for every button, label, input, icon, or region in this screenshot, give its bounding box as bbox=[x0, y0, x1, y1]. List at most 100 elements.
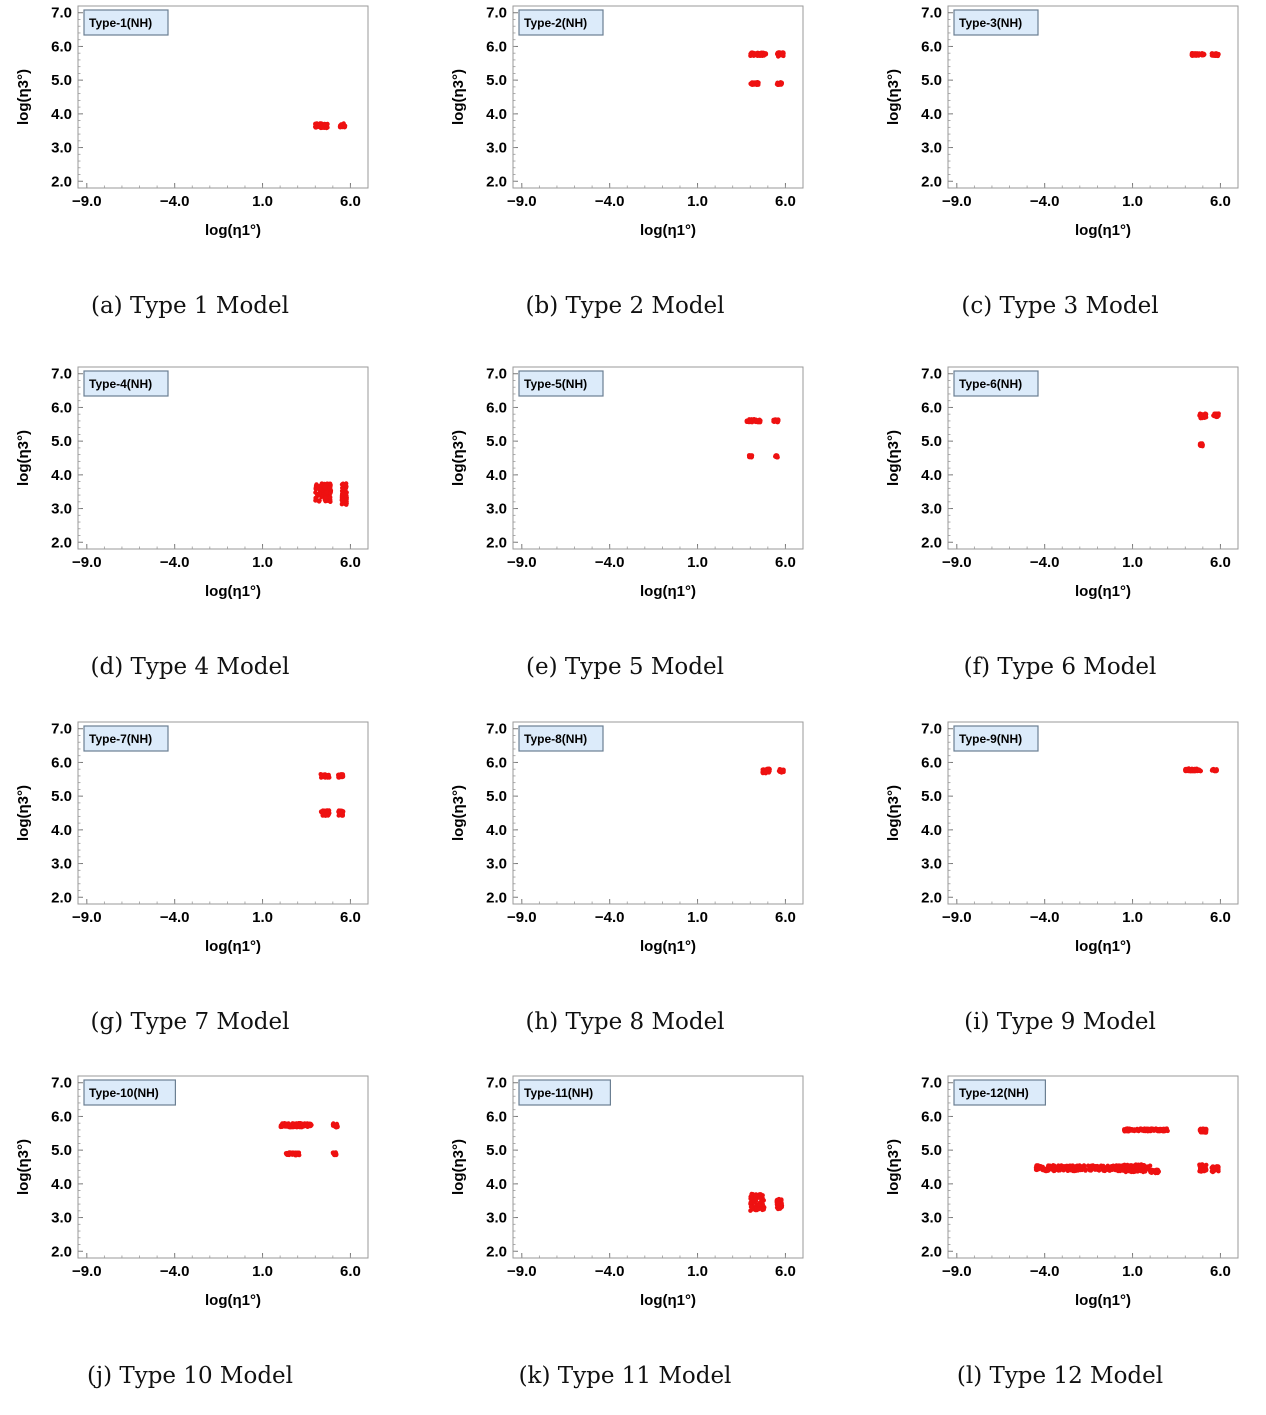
subfigure-caption: (l) Type 12 Model bbox=[956, 1363, 1164, 1389]
data-point bbox=[317, 491, 322, 496]
data-point bbox=[748, 1204, 754, 1210]
scatter-plot: −9.0 −4.0 1.0 6.0 2.0 3.0 4.0 5.0 6.0 7.0 log(η1°)… bbox=[15, 366, 369, 600]
data-point bbox=[1096, 1168, 1102, 1173]
plot-frame bbox=[77, 1075, 369, 1259]
data-point bbox=[314, 121, 320, 126]
x-tick-label: 6.0 bbox=[1210, 909, 1231, 926]
data-point bbox=[753, 419, 759, 425]
data-point bbox=[775, 418, 781, 424]
legend-box bbox=[518, 9, 604, 36]
scatter-plot: −9.0 −4.0 1.0 6.0 2.0 3.0 4.0 5.0 6.0 7.0 log(η1°)… bbox=[450, 366, 804, 600]
chart-panel: −9.0 −4.0 1.0 6.0 2.0 3.0 4.0 5.0 6.0 7.0 log(η1°)… bbox=[870, 361, 1250, 706]
y-axis-label: log(η3°) bbox=[15, 1139, 32, 1195]
data-point bbox=[749, 80, 754, 86]
y-tick-label: 5.0 bbox=[486, 433, 507, 450]
legend-box bbox=[953, 1079, 1047, 1106]
legend-label: Type-6(NH) bbox=[959, 377, 1022, 391]
data-point bbox=[303, 1123, 308, 1128]
y-tick-label: 4.0 bbox=[486, 106, 507, 123]
data-point bbox=[1147, 1163, 1153, 1168]
x-tick-label: −4.0 bbox=[595, 1263, 625, 1280]
chart-panel: −9.0 −4.0 1.0 6.0 2.0 3.0 4.0 5.0 6.0 7.0 log(η1°)… bbox=[870, 716, 1250, 1061]
data-points bbox=[1197, 411, 1221, 449]
data-point bbox=[1214, 767, 1219, 772]
data-point bbox=[1047, 1165, 1053, 1170]
y-tick-label: 7.0 bbox=[921, 366, 942, 383]
data-point bbox=[338, 124, 343, 130]
data-point bbox=[280, 1121, 285, 1126]
x-tick-label: 1.0 bbox=[252, 554, 273, 571]
data-point bbox=[1192, 769, 1197, 774]
data-point bbox=[1094, 1165, 1099, 1170]
subfigure-caption: (a) Type 1 Model bbox=[91, 293, 289, 319]
y-axis-label: log(η3°) bbox=[15, 430, 32, 486]
data-points bbox=[318, 772, 346, 818]
data-point bbox=[341, 492, 346, 497]
legend-label: Type-1(NH) bbox=[89, 16, 152, 30]
y-tick-label: 3.0 bbox=[486, 501, 507, 518]
x-tick-label: −9.0 bbox=[507, 554, 537, 571]
y-tick-label: 3.0 bbox=[51, 1210, 72, 1227]
data-point bbox=[316, 499, 322, 504]
data-points bbox=[313, 121, 348, 131]
data-point bbox=[1203, 414, 1208, 420]
y-tick-label: 2.0 bbox=[921, 1243, 942, 1260]
data-points bbox=[313, 481, 349, 507]
y-tick-label: 2.0 bbox=[486, 889, 507, 906]
data-point bbox=[1161, 1126, 1166, 1131]
x-tick-label: −9.0 bbox=[72, 909, 102, 926]
data-points bbox=[1183, 766, 1219, 774]
y-tick-label: 3.0 bbox=[486, 1210, 507, 1227]
data-point bbox=[1126, 1168, 1131, 1174]
data-point bbox=[1132, 1127, 1137, 1132]
data-point bbox=[1110, 1167, 1115, 1172]
x-tick-label: 6.0 bbox=[1210, 193, 1231, 210]
y-tick-label: 5.0 bbox=[921, 72, 942, 89]
data-point bbox=[1051, 1167, 1056, 1172]
subfigure-caption: (d) Type 4 Model bbox=[90, 654, 290, 680]
data-point bbox=[293, 1151, 298, 1156]
plot-frame bbox=[512, 5, 804, 189]
y-tick-label: 4.0 bbox=[921, 467, 942, 484]
y-tick-label: 7.0 bbox=[921, 721, 942, 738]
data-point bbox=[296, 1151, 301, 1156]
data-point bbox=[307, 1123, 313, 1128]
data-point bbox=[1212, 52, 1217, 57]
legend-label: Type-8(NH) bbox=[524, 732, 587, 746]
data-point bbox=[328, 499, 333, 504]
y-axis-label: log(η3°) bbox=[885, 785, 902, 841]
data-point bbox=[322, 812, 327, 817]
y-tick-label: 5.0 bbox=[486, 72, 507, 89]
scatter-plot: −9.0 −4.0 1.0 6.0 2.0 3.0 4.0 5.0 6.0 7.0 log(η1°)… bbox=[450, 5, 804, 239]
chart-panel: −9.0 −4.0 1.0 6.0 2.0 3.0 4.0 5.0 6.0 7.0 log(η1°)… bbox=[435, 361, 815, 706]
data-point bbox=[337, 810, 343, 815]
y-tick-label: 5.0 bbox=[921, 788, 942, 805]
x-axis-label: log(η1°) bbox=[640, 222, 696, 239]
y-axis-label: log(η3°) bbox=[15, 69, 32, 125]
y-tick-label: 7.0 bbox=[51, 5, 72, 22]
x-tick-label: −4.0 bbox=[1030, 193, 1060, 210]
y-axis-label: log(η3°) bbox=[450, 785, 467, 841]
x-tick-label: 1.0 bbox=[1122, 1263, 1143, 1280]
x-tick-label: −4.0 bbox=[1030, 554, 1060, 571]
y-tick-label: 3.0 bbox=[486, 140, 507, 157]
data-point bbox=[1183, 766, 1188, 772]
plot-frame bbox=[947, 366, 1239, 550]
data-point bbox=[1141, 1163, 1146, 1168]
y-tick-label: 4.0 bbox=[51, 467, 72, 484]
data-point bbox=[328, 495, 333, 500]
data-point bbox=[327, 481, 333, 486]
data-point bbox=[1070, 1167, 1075, 1172]
data-point bbox=[326, 774, 331, 779]
data-point bbox=[313, 498, 318, 503]
data-point bbox=[320, 808, 326, 813]
data-point bbox=[300, 1122, 305, 1128]
data-point bbox=[751, 53, 756, 58]
data-point bbox=[320, 773, 325, 779]
data-point bbox=[1135, 1128, 1140, 1133]
y-tick-label: 2.0 bbox=[51, 534, 72, 551]
data-point bbox=[287, 1122, 292, 1127]
data-points bbox=[1189, 51, 1221, 59]
data-point bbox=[1202, 1168, 1207, 1173]
data-point bbox=[344, 501, 349, 506]
